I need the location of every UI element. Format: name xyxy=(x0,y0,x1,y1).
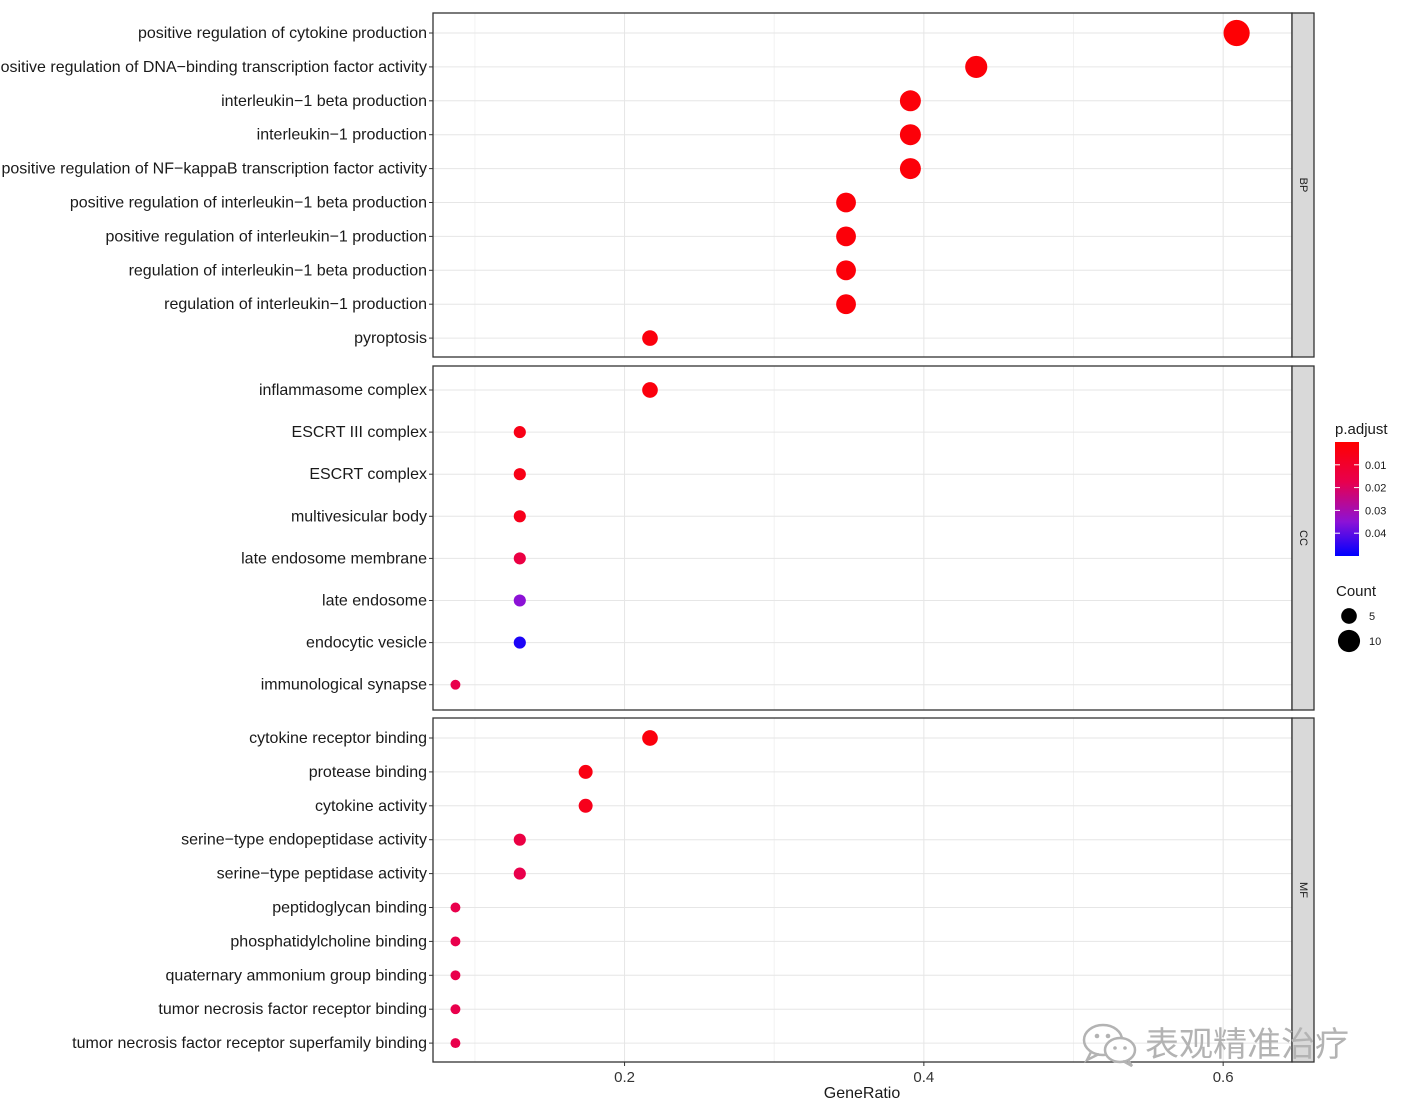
term-label: serine−type endopeptidase activity xyxy=(181,832,427,849)
enrichment-point xyxy=(450,936,461,947)
term-label: tumor necrosis factor receptor superfami… xyxy=(72,1035,427,1052)
color-legend-bar xyxy=(1335,442,1359,556)
term-label: cytokine activity xyxy=(315,798,427,815)
panel-background xyxy=(433,366,1292,710)
watermark-text: 表观精准治疗 xyxy=(1145,1026,1349,1064)
enrichment-point xyxy=(836,294,856,315)
enrichment-point xyxy=(513,552,526,565)
size-legend-label: 5 xyxy=(1369,611,1375,623)
term-label: positive regulation of cytokine producti… xyxy=(138,25,427,42)
term-label: pyroptosis xyxy=(354,330,427,347)
enrichment-point xyxy=(450,902,461,913)
term-label: ESCRT III complex xyxy=(292,424,427,441)
term-label: positive regulation of interleukin−1 bet… xyxy=(70,195,427,212)
facet-strip xyxy=(1291,12,1315,358)
facet-panels: positive regulation of cytokine producti… xyxy=(0,12,1315,1063)
size-legend-keys: 5 10 xyxy=(1337,608,1381,653)
facet-strip-label: MF xyxy=(1297,882,1309,898)
facet-panel-cc: inflammasome complex ESCRT III complex ESC… xyxy=(241,365,1315,711)
x-tick-label: 0.2 xyxy=(614,1069,635,1086)
term-label: interleukin−1 beta production xyxy=(221,93,427,110)
color-legend-ticks: 0.01 0.02 0.03 0.04 xyxy=(1335,460,1386,540)
panel-background xyxy=(433,718,1292,1062)
size-legend-key xyxy=(1337,629,1361,653)
term-label: positive regulation of NF−kappaB transcr… xyxy=(1,161,427,178)
color-legend-tick-label: 0.01 xyxy=(1365,460,1386,472)
color-legend-tick-label: 0.04 xyxy=(1365,528,1386,540)
enrichment-point xyxy=(899,90,921,112)
watermark: 表观精准治疗 xyxy=(1082,1023,1349,1068)
term-label: endocytic vesicle xyxy=(306,635,427,652)
term-label: positive regulation of DNA−binding trans… xyxy=(0,59,427,76)
facet-panel-bp: positive regulation of cytokine producti… xyxy=(0,12,1315,358)
term-label: late endosome membrane xyxy=(241,550,427,567)
enrichment-point xyxy=(513,833,526,846)
enrichment-point xyxy=(965,55,988,78)
term-label: regulation of interleukin−1 production xyxy=(164,296,427,313)
color-legend-title: p.adjust xyxy=(1335,421,1388,438)
enrichment-point xyxy=(513,510,526,523)
enrichment-point xyxy=(642,730,658,746)
enrichment-point xyxy=(450,970,461,981)
enrichment-point xyxy=(578,798,593,813)
enrichment-point xyxy=(642,382,658,398)
size-legend-label: 10 xyxy=(1369,636,1381,648)
x-tick-label: 0.4 xyxy=(913,1069,934,1086)
facet-panel-mf: cytokine receptor binding protease bindin… xyxy=(72,717,1315,1063)
enrichment-point xyxy=(836,260,856,281)
color-legend-tick-label: 0.03 xyxy=(1365,505,1386,517)
term-label: inflammasome complex xyxy=(259,382,427,399)
enrichment-point xyxy=(513,468,526,481)
x-tick-label: 0.6 xyxy=(1213,1069,1234,1086)
wechat-icon xyxy=(1082,1023,1137,1068)
enrichment-point xyxy=(1223,19,1250,47)
enrichment-point xyxy=(899,124,921,146)
term-label: ESCRT complex xyxy=(309,466,427,483)
enrichment-point xyxy=(450,679,461,690)
enrichment-point xyxy=(836,226,856,247)
term-label: regulation of interleukin−1 beta product… xyxy=(129,262,427,279)
enrichment-point xyxy=(578,764,593,779)
facet-strip-label: BP xyxy=(1297,178,1309,193)
term-label: immunological synapse xyxy=(261,677,427,694)
term-label: protease binding xyxy=(309,764,427,781)
facet-strip xyxy=(1291,365,1315,711)
term-label: interleukin−1 production xyxy=(257,127,427,144)
color-legend-tick-label: 0.02 xyxy=(1365,483,1386,495)
x-axis-title: GeneRatio xyxy=(824,1085,901,1102)
enrichment-point xyxy=(899,158,921,180)
term-label: peptidoglycan binding xyxy=(272,900,427,917)
enrichment-point xyxy=(513,426,526,439)
x-axis: GeneRatio 0.2 0.4 0.6 xyxy=(614,1062,1234,1102)
term-label: serine−type peptidase activity xyxy=(217,866,427,883)
facet-strip xyxy=(1291,717,1315,1063)
enrichment-point xyxy=(836,192,856,213)
enrichment-point xyxy=(450,1038,461,1049)
size-legend-key xyxy=(1341,608,1357,624)
enrichment-point xyxy=(642,330,658,346)
term-label: positive regulation of interleukin−1 pro… xyxy=(105,228,427,245)
size-legend-title: Count xyxy=(1336,583,1377,600)
enrichment-point xyxy=(450,1004,461,1015)
enrichment-point xyxy=(513,594,526,607)
enrichment-point xyxy=(513,867,526,880)
term-label: tumor necrosis factor receptor binding xyxy=(158,1001,427,1018)
legend: p.adjust 0.01 0.02 0.03 0.04 Count 5 10 xyxy=(1335,421,1388,653)
term-label: cytokine receptor binding xyxy=(249,730,427,747)
term-label: quaternary ammonium group binding xyxy=(166,967,427,984)
facet-strip-label: CC xyxy=(1297,530,1309,546)
term-label: phosphatidylcholine binding xyxy=(230,933,427,950)
term-label: multivesicular body xyxy=(291,508,427,525)
enrichment-point xyxy=(513,636,526,649)
panel-background xyxy=(433,13,1292,357)
term-label: late endosome xyxy=(322,593,427,610)
